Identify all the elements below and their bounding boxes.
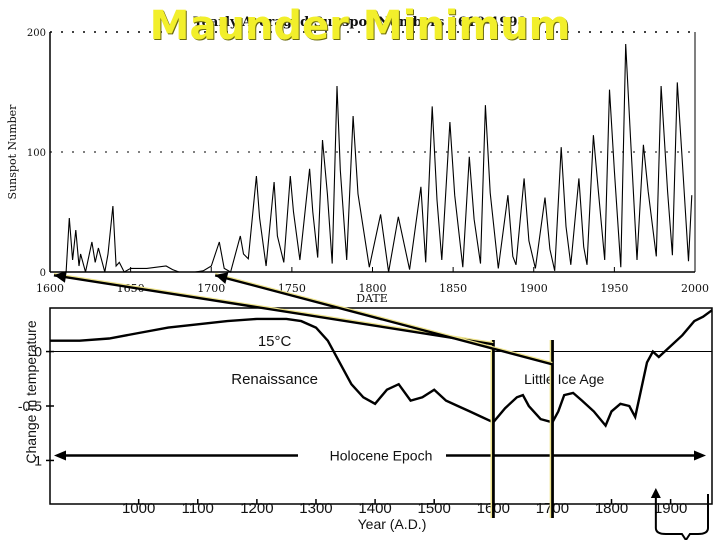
- temperature-x-tick-label: 1500: [418, 500, 451, 517]
- temperature-annotation: Holocene Epoch: [330, 447, 433, 463]
- holocene-arrow-right-head: [694, 450, 706, 461]
- sunspot-x-ticks: 160016501700175018001850190019502000: [36, 267, 709, 295]
- sunspot-chart-title: Yearly Averaged Sunspot Numbers 1610-199…: [192, 15, 526, 30]
- sunspot-y-label: Sunspot Number: [6, 104, 19, 200]
- sunspot-x-tick-label: 2000: [681, 282, 709, 295]
- sunspot-x-tick-label: 1950: [600, 282, 628, 295]
- temperature-frame: [49, 307, 713, 505]
- sunspot-y-tick-label: 200: [27, 28, 46, 39]
- temperature-chart: 0-0.5-1 10001100120013001400150016001700…: [18, 307, 713, 542]
- sunspot-y-tick-label: 100: [27, 148, 46, 159]
- connector-arrow-shaft: [53, 273, 494, 346]
- sunspot-x-label: DATE: [356, 292, 388, 305]
- temperature-x-tick-label: 1400: [358, 500, 391, 517]
- connector-arrows: [53, 270, 553, 366]
- temperature-x-tick-label: 1000: [122, 500, 155, 517]
- sunspot-y-ticks: 0 100 200: [27, 28, 46, 279]
- temperature-x-tick-label: 1800: [595, 500, 628, 517]
- sunspot-series-line: [65, 43, 693, 273]
- sunspot-chart: Yearly Averaged Sunspot Numbers 1610-199…: [6, 15, 709, 305]
- temperature-y-tick-label: -0.5: [18, 398, 42, 414]
- temperature-y-label: Change in temperature: [23, 320, 39, 463]
- sunspot-x-tick-label: 1850: [439, 282, 467, 295]
- temperature-annotation: Renaissance: [231, 371, 318, 388]
- temperature-y-tick-label: 0: [34, 344, 42, 360]
- sunspot-y-tick-label: 0: [40, 268, 46, 279]
- temperature-annotations: 15°C Renaissance Little Ice Age Holocene Ep…: [231, 333, 604, 463]
- connector-arrow-highlight: [215, 272, 553, 364]
- connector-arrow-highlight: [53, 272, 494, 344]
- connector-arrowhead: [215, 272, 229, 284]
- sunspot-x-tick-label: 1600: [36, 282, 64, 295]
- sunspot-x-tick-label: 1900: [520, 282, 548, 295]
- maunder-markers: [490, 340, 554, 518]
- temperature-x-label: Year (A.D.): [358, 516, 427, 532]
- temperature-x-tick-label: 1300: [299, 500, 332, 517]
- temperature-x-tick-label: 1200: [240, 500, 273, 517]
- temperature-y-tick-label: -1: [30, 452, 43, 468]
- sunspot-x-tick-label: 1700: [197, 282, 225, 295]
- holocene-arrow-left-head: [54, 450, 66, 461]
- slide-title: Maunder Minimum: [149, 3, 571, 49]
- temperature-annotation: Little Ice Age: [524, 371, 604, 387]
- connector-arrow-shaft: [214, 273, 553, 366]
- connector-arrowhead: [54, 270, 67, 283]
- temperature-annotation: 15°C: [258, 333, 292, 350]
- temperature-y-ticks: 0 -0.5 -1: [18, 344, 54, 468]
- temperature-x-ticks: 1000110012001300140015001600170018001900: [122, 499, 687, 517]
- sunspot-x-tick-label: 1800: [359, 282, 387, 295]
- temperature-x-tick-label: 1100: [182, 500, 214, 517]
- bracket-arrowhead: [650, 488, 661, 498]
- holocene-arrow: [54, 450, 706, 461]
- temperature-x-tick-label: 1900: [654, 500, 687, 517]
